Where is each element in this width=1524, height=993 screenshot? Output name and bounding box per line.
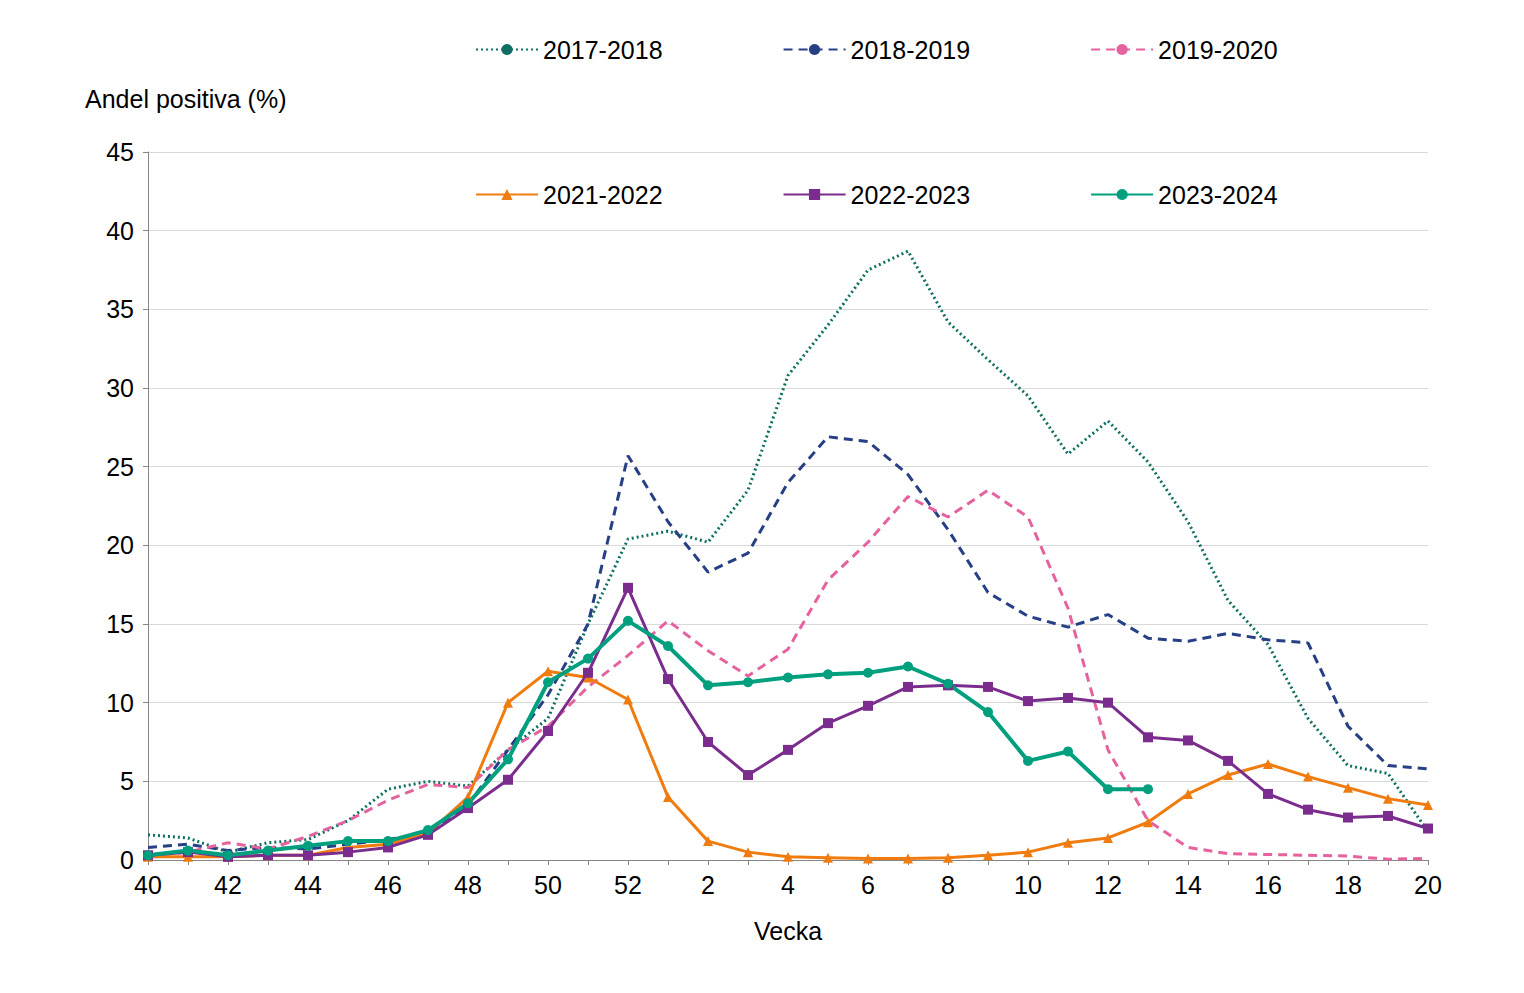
svg-text:10: 10	[106, 689, 134, 717]
svg-text:18: 18	[1334, 871, 1362, 899]
svg-text:2017-2018: 2017-2018	[543, 36, 663, 64]
svg-text:2: 2	[701, 871, 715, 899]
svg-text:25: 25	[106, 453, 134, 481]
svg-text:0: 0	[120, 846, 134, 874]
svg-text:30: 30	[106, 374, 134, 402]
svg-text:40: 40	[134, 871, 162, 899]
svg-text:35: 35	[106, 295, 134, 323]
svg-text:14: 14	[1174, 871, 1202, 899]
svg-text:15: 15	[106, 610, 134, 638]
svg-text:16: 16	[1254, 871, 1282, 899]
svg-text:10: 10	[1014, 871, 1042, 899]
svg-text:2023-2024: 2023-2024	[1158, 181, 1278, 209]
svg-text:50: 50	[534, 871, 562, 899]
svg-text:8: 8	[941, 871, 955, 899]
svg-text:20: 20	[106, 531, 134, 559]
svg-text:44: 44	[294, 871, 322, 899]
svg-text:2022-2023: 2022-2023	[851, 181, 971, 209]
svg-text:12: 12	[1094, 871, 1122, 899]
svg-text:2019-2020: 2019-2020	[1158, 36, 1278, 64]
svg-text:2021-2022: 2021-2022	[543, 181, 663, 209]
svg-text:2018-2019: 2018-2019	[851, 36, 971, 64]
svg-text:40: 40	[106, 217, 134, 245]
svg-text:Andel positiva (%): Andel positiva (%)	[85, 85, 286, 113]
svg-text:48: 48	[454, 871, 482, 899]
svg-text:52: 52	[614, 871, 642, 899]
svg-text:20: 20	[1414, 871, 1442, 899]
svg-text:4: 4	[781, 871, 795, 899]
svg-text:42: 42	[214, 871, 242, 899]
svg-text:6: 6	[861, 871, 875, 899]
svg-text:5: 5	[120, 767, 134, 795]
svg-text:46: 46	[374, 871, 402, 899]
svg-text:45: 45	[106, 138, 134, 166]
svg-text:Vecka: Vecka	[754, 917, 822, 945]
